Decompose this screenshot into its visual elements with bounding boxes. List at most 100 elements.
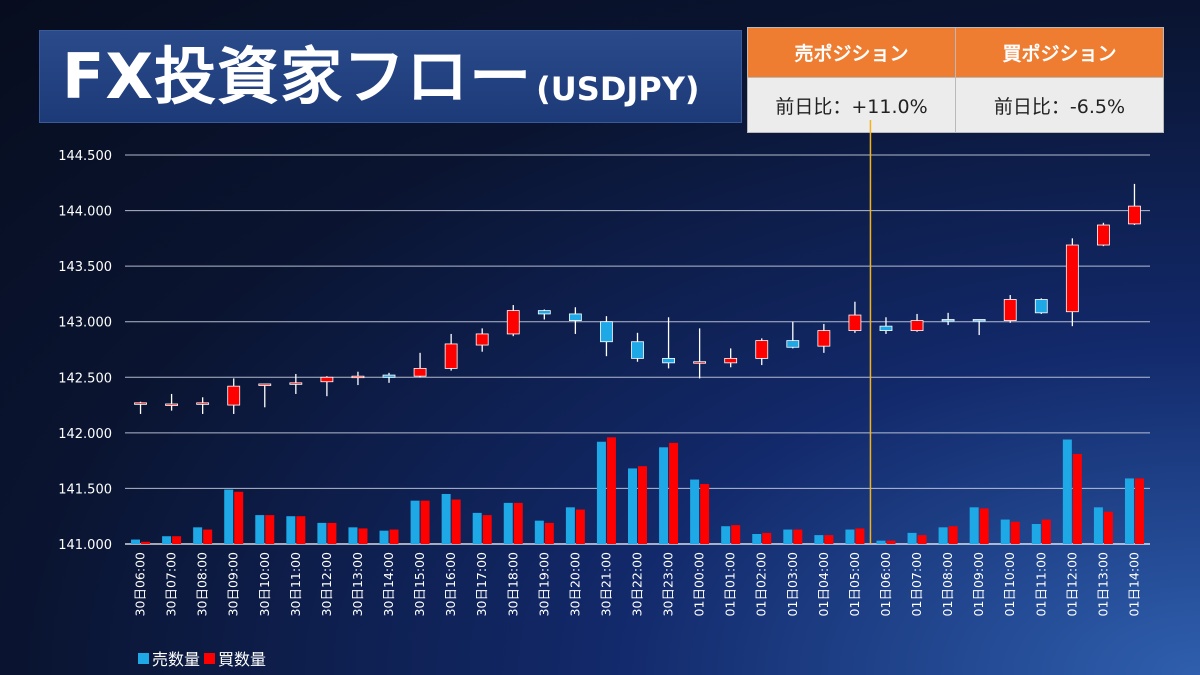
bar-sell-volume (193, 527, 203, 544)
sell-position-change: 前日比：+11.0% (747, 77, 956, 133)
candle-down (786, 340, 800, 348)
buy-position-header: 買ポジション (955, 27, 1164, 78)
buy-position-change: 前日比：-6.5% (955, 77, 1164, 133)
chart-legend: 売数量 買数量 (138, 646, 270, 670)
candle-up (1003, 299, 1017, 322)
bar-buy-volume (793, 529, 803, 544)
bar-buy-volume (172, 536, 182, 544)
x-tick-label: 01日09:00 (971, 552, 986, 616)
legend-swatch-buy (204, 652, 216, 664)
bar-sell-volume (783, 529, 793, 544)
candle-down (600, 321, 613, 343)
x-tick-label: 01日08:00 (940, 552, 955, 616)
x-tick-label: 30日16:00 (443, 552, 458, 616)
page-title: FX投資家フロー (62, 39, 533, 113)
bar-buy-volume (886, 540, 896, 544)
bar-buy-volume (731, 525, 741, 544)
bar-sell-volume (1000, 519, 1010, 544)
bar-buy-volume (141, 541, 151, 544)
bar-buy-volume (234, 491, 244, 544)
candle-up (444, 343, 458, 369)
bar-sell-volume (317, 522, 327, 544)
candle-down (537, 310, 551, 315)
bar-sell-volume (907, 532, 917, 544)
candle-up (165, 403, 178, 406)
x-tick-label: 01日02:00 (754, 552, 769, 616)
bar-sell-volume (1031, 523, 1041, 544)
bar-buy-volume (669, 442, 679, 544)
x-tick-label: 01日11:00 (1033, 552, 1048, 616)
x-tick-label: 30日07:00 (164, 552, 179, 616)
x-tick-label: 01日03:00 (785, 552, 800, 616)
sell-position-header: 売ポジション (747, 27, 956, 78)
bar-sell-volume (814, 535, 824, 544)
bar-sell-volume (628, 468, 637, 544)
bar-buy-volume (824, 535, 834, 544)
bar-buy-volume (203, 529, 213, 544)
y-tick-label: 144.500 (58, 149, 112, 164)
candle-up (506, 310, 520, 335)
bar-sell-volume (286, 516, 296, 544)
x-tick-label: 30日23:00 (661, 552, 676, 616)
x-tick-label: 30日21:00 (598, 552, 613, 616)
y-tick-label: 143.500 (58, 260, 112, 275)
x-tick-label: 01日14:00 (1126, 552, 1141, 616)
bar-sell-volume (162, 536, 172, 544)
legend-swatch-sell (138, 652, 149, 664)
bar-sell-volume (472, 512, 482, 544)
bar-buy-volume (979, 508, 989, 544)
candle-down (382, 374, 396, 378)
bar-sell-volume (938, 527, 948, 544)
x-tick-label: 01日07:00 (909, 552, 924, 616)
x-tick-label: 01日10:00 (1002, 552, 1017, 616)
x-tick-label: 01日04:00 (816, 552, 831, 616)
x-tick-label: 30日19:00 (536, 552, 551, 616)
x-tick-label: 01日05:00 (847, 552, 862, 616)
x-tick-label: 30日18:00 (505, 552, 520, 616)
candle-up (351, 375, 365, 379)
candle-up (755, 340, 769, 359)
bar-buy-volume (917, 535, 927, 544)
bar-sell-volume (969, 507, 979, 544)
bar-buy-volume (420, 500, 430, 544)
candle-up (1065, 244, 1079, 313)
legend-label-buy: 買数量 (218, 650, 267, 669)
candle-up (413, 367, 427, 377)
candle-up (258, 383, 272, 386)
legend-item-sell: 売数量 (138, 646, 200, 670)
x-tick-label: 30日15:00 (412, 552, 427, 616)
bar-sell-volume (752, 533, 762, 544)
x-tick-label: 30日10:00 (257, 552, 272, 616)
bar-buy-volume (358, 528, 368, 544)
x-tick-label: 30日13:00 (350, 552, 365, 616)
x-tick-label: 30日20:00 (567, 552, 582, 616)
bar-sell-volume (379, 530, 389, 544)
bar-sell-volume (534, 520, 544, 544)
bar-buy-volume (575, 509, 585, 544)
bar-sell-volume (410, 500, 420, 544)
y-tick-label: 142.500 (58, 371, 112, 386)
x-tick-label: 01日12:00 (1064, 552, 1079, 616)
candle-down (941, 319, 955, 322)
bar-buy-volume (265, 515, 275, 544)
candle-up (475, 333, 489, 346)
candle-up (724, 357, 738, 364)
candle-up (196, 402, 210, 405)
candle-down (972, 319, 986, 322)
bar-sell-volume (1124, 478, 1134, 544)
bar-buy-volume (544, 522, 554, 544)
page-subtitle: (USDJPY) (536, 69, 700, 108)
candle-up (227, 385, 241, 406)
x-tick-label: 01日01:00 (723, 552, 738, 616)
x-tick-label: 30日06:00 (133, 552, 148, 616)
candle-down (1034, 299, 1048, 314)
bar-buy-volume (482, 515, 492, 544)
title-banner: FX投資家フロー (USDJPY) (39, 30, 742, 123)
bar-buy-volume (327, 522, 337, 544)
bar-sell-volume (1062, 439, 1072, 544)
candle-up (910, 320, 924, 332)
bar-buy-volume (1041, 519, 1051, 544)
bar-buy-volume (296, 516, 306, 544)
bar-sell-volume (721, 526, 731, 544)
bar-sell-volume (503, 502, 513, 544)
